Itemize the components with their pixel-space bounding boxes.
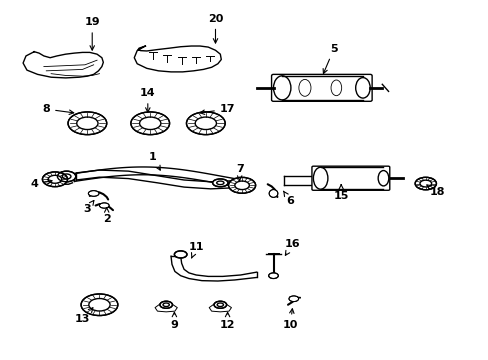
Ellipse shape xyxy=(186,112,224,135)
Ellipse shape xyxy=(273,76,290,100)
Ellipse shape xyxy=(160,301,172,308)
Text: 17: 17 xyxy=(200,104,235,114)
Ellipse shape xyxy=(377,171,388,186)
Text: 3: 3 xyxy=(83,201,94,214)
Text: 1: 1 xyxy=(148,152,160,170)
Ellipse shape xyxy=(57,171,76,182)
Ellipse shape xyxy=(88,191,99,196)
FancyBboxPatch shape xyxy=(311,166,389,190)
Text: 11: 11 xyxy=(188,242,203,258)
Text: 5: 5 xyxy=(323,44,337,73)
Ellipse shape xyxy=(42,172,67,187)
Text: 14: 14 xyxy=(140,88,155,112)
Text: 18: 18 xyxy=(426,185,445,197)
Text: 2: 2 xyxy=(102,208,110,224)
Ellipse shape xyxy=(214,301,226,308)
Ellipse shape xyxy=(174,251,186,258)
Text: 9: 9 xyxy=(170,312,178,330)
Text: 19: 19 xyxy=(84,17,100,50)
Ellipse shape xyxy=(99,203,109,208)
Ellipse shape xyxy=(313,167,327,189)
Ellipse shape xyxy=(355,78,369,98)
Text: 12: 12 xyxy=(220,312,235,330)
Text: 8: 8 xyxy=(42,104,74,114)
Ellipse shape xyxy=(268,190,277,197)
FancyBboxPatch shape xyxy=(271,75,371,101)
Ellipse shape xyxy=(268,273,278,279)
Text: 20: 20 xyxy=(207,14,223,43)
Ellipse shape xyxy=(228,177,255,193)
Ellipse shape xyxy=(131,112,169,135)
Ellipse shape xyxy=(288,296,298,302)
Text: 16: 16 xyxy=(285,239,300,255)
Text: 13: 13 xyxy=(75,308,93,324)
Ellipse shape xyxy=(81,294,118,315)
Text: 7: 7 xyxy=(235,165,243,180)
Ellipse shape xyxy=(68,112,106,135)
Text: 6: 6 xyxy=(283,191,294,206)
Text: 10: 10 xyxy=(282,309,298,330)
Ellipse shape xyxy=(212,179,227,187)
Ellipse shape xyxy=(414,177,435,190)
Text: 15: 15 xyxy=(333,185,348,201)
Text: 4: 4 xyxy=(30,179,52,189)
